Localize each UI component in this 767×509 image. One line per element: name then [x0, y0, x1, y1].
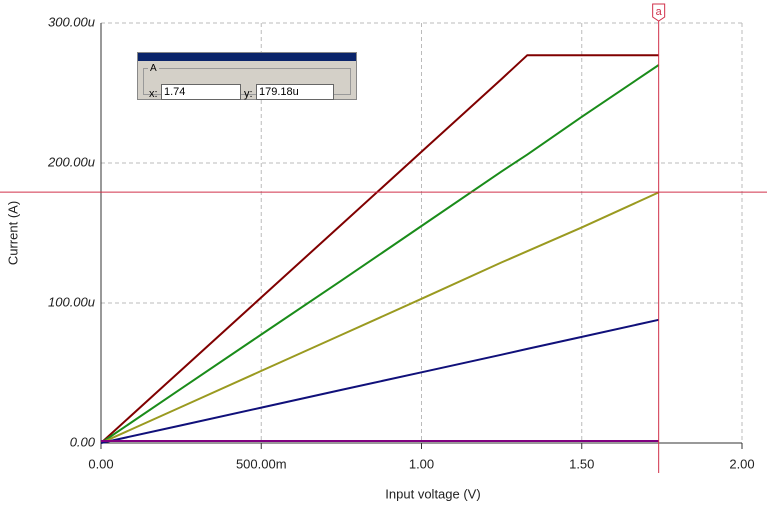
series-line — [100, 191, 660, 444]
y-caption: y: — [244, 88, 253, 100]
x-tick-label: 0.00 — [88, 456, 113, 471]
y-tick-label: 0.00 — [70, 434, 96, 449]
series-line — [100, 54, 659, 444]
cursor-group: A x: 1.74 y: 179.18u — [143, 63, 351, 100]
x-tick-label: 500.00m — [236, 456, 287, 471]
x-readout[interactable]: 1.74 — [161, 84, 241, 100]
cursor-marker: a — [656, 6, 663, 18]
series-line — [100, 318, 659, 444]
x-tick-label: 1.50 — [569, 456, 594, 471]
y-readout[interactable]: 179.18u — [256, 84, 334, 100]
x-caption: x: — [149, 88, 158, 100]
y-tick-label: 100.00u — [48, 294, 95, 309]
x-axis-label: Input voltage (V) — [385, 486, 480, 501]
x-tick-label: 1.00 — [409, 456, 434, 471]
x-tick-label: 2.00 — [729, 456, 754, 471]
cursor-flag — [652, 3, 666, 22]
cursor-panel: A x: 1.74 y: 179.18u — [137, 52, 357, 100]
panel-title: A — [150, 63, 157, 74]
panel-titlebar — [138, 53, 356, 61]
y-axis-label: Current (A) — [5, 201, 20, 265]
series-line — [100, 64, 660, 444]
y-tick-label: 300.00u — [48, 14, 95, 29]
y-tick-label: 200.00u — [47, 154, 95, 169]
